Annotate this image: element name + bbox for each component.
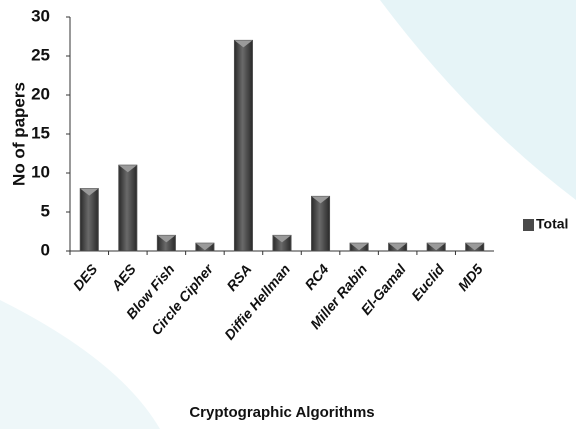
y-tick-label: 15: [31, 123, 50, 142]
bar: [311, 195, 331, 252]
bar-cap: [350, 243, 369, 251]
y-tick-label: 20: [31, 84, 50, 103]
bar-cap: [388, 243, 407, 251]
bar-cap: [427, 243, 446, 251]
y-tick-label: 0: [41, 240, 50, 259]
x-axis-label: Cryptographic Algorithms: [189, 404, 374, 421]
x-tick-label: DES: [70, 261, 101, 294]
x-tick-label: Euclid: [408, 261, 448, 304]
bar-cap: [311, 196, 330, 204]
bar-cap: [273, 235, 291, 243]
background-shape: [380, 0, 576, 200]
x-tick-label: AES: [108, 261, 140, 295]
bar-cap: [195, 243, 214, 251]
y-tick-label: 10: [31, 162, 50, 181]
bar: [118, 164, 138, 252]
bar-cap: [118, 165, 137, 173]
y-tick-label: 30: [31, 6, 50, 25]
bar: [79, 188, 99, 252]
y-tick-label: 25: [31, 45, 50, 64]
x-tick-label: RC4: [301, 261, 331, 293]
bar-cap: [80, 188, 99, 196]
y-axis-label: No of papers: [9, 82, 28, 186]
legend-label: Total: [536, 216, 568, 232]
x-tick-label: RSA: [223, 261, 254, 294]
y-tick-label: 5: [41, 201, 50, 220]
background-shape: [0, 300, 160, 429]
bar-cap: [234, 40, 253, 48]
x-tick-label: MD5: [455, 261, 486, 294]
bar-cap: [157, 235, 176, 243]
bar: [233, 39, 253, 252]
bar-cap: [465, 243, 484, 251]
legend-swatch: [523, 219, 534, 231]
